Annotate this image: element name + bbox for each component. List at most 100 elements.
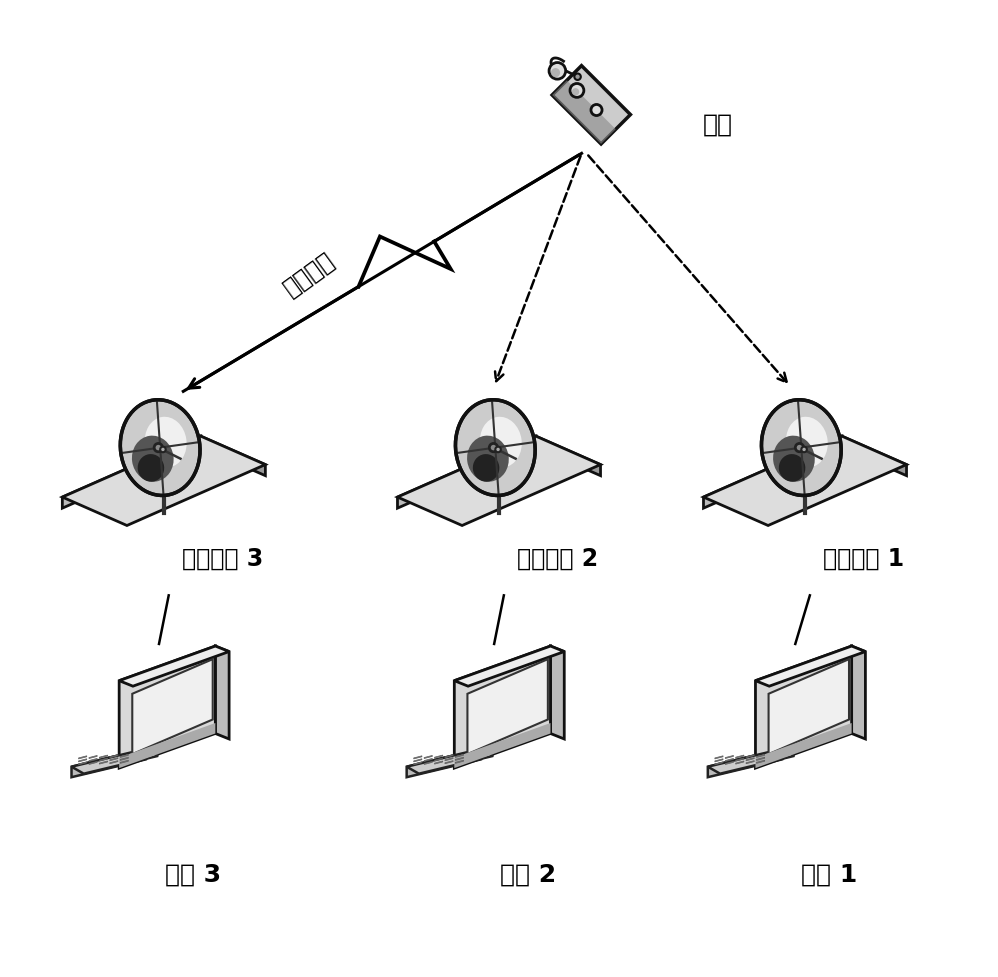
Polygon shape <box>119 723 216 768</box>
Ellipse shape <box>455 400 535 495</box>
Polygon shape <box>454 646 551 768</box>
Polygon shape <box>414 756 422 759</box>
Polygon shape <box>216 646 230 739</box>
Polygon shape <box>397 436 601 526</box>
Polygon shape <box>715 756 723 759</box>
Circle shape <box>570 83 584 98</box>
Text: 终端 2: 终端 2 <box>500 863 556 886</box>
Ellipse shape <box>138 454 165 482</box>
Polygon shape <box>726 761 734 764</box>
Polygon shape <box>445 757 453 761</box>
Ellipse shape <box>773 436 814 482</box>
Polygon shape <box>406 748 481 777</box>
Polygon shape <box>133 659 213 754</box>
Polygon shape <box>708 748 794 774</box>
Circle shape <box>575 73 581 80</box>
Circle shape <box>549 63 566 79</box>
Polygon shape <box>397 436 536 508</box>
Polygon shape <box>120 754 129 757</box>
Polygon shape <box>756 760 764 763</box>
Polygon shape <box>100 758 108 761</box>
Polygon shape <box>715 759 723 762</box>
Polygon shape <box>414 762 422 765</box>
Polygon shape <box>445 754 453 758</box>
Polygon shape <box>736 755 744 758</box>
Polygon shape <box>79 762 87 765</box>
Text: 卫星天线 3: 卫星天线 3 <box>182 547 262 571</box>
Polygon shape <box>726 755 734 758</box>
Polygon shape <box>62 436 201 508</box>
Polygon shape <box>704 436 842 508</box>
Polygon shape <box>445 761 453 764</box>
Circle shape <box>551 68 560 77</box>
Polygon shape <box>79 756 87 759</box>
Polygon shape <box>755 646 851 768</box>
Ellipse shape <box>480 417 522 467</box>
Polygon shape <box>747 757 754 761</box>
Ellipse shape <box>761 400 841 495</box>
Polygon shape <box>110 757 118 761</box>
Polygon shape <box>120 757 129 760</box>
Polygon shape <box>536 436 601 476</box>
Polygon shape <box>551 646 564 739</box>
Polygon shape <box>79 759 87 762</box>
Polygon shape <box>62 436 265 526</box>
Circle shape <box>795 444 803 451</box>
Polygon shape <box>756 757 764 760</box>
Polygon shape <box>100 755 108 758</box>
Polygon shape <box>736 761 744 764</box>
Polygon shape <box>406 748 493 774</box>
Polygon shape <box>434 755 443 758</box>
Circle shape <box>801 446 806 452</box>
Polygon shape <box>424 758 432 761</box>
Text: 卫星天线 2: 卫星天线 2 <box>517 547 598 571</box>
Circle shape <box>572 88 579 96</box>
Polygon shape <box>715 762 723 765</box>
Circle shape <box>489 444 498 451</box>
Polygon shape <box>434 758 443 761</box>
Polygon shape <box>455 757 463 760</box>
Polygon shape <box>120 760 129 763</box>
Text: 卫星: 卫星 <box>703 112 733 136</box>
Text: 卫星天线 1: 卫星天线 1 <box>822 547 904 571</box>
Polygon shape <box>72 748 146 777</box>
Polygon shape <box>89 755 97 758</box>
Circle shape <box>160 446 166 452</box>
Ellipse shape <box>778 454 805 482</box>
Polygon shape <box>424 761 432 764</box>
Polygon shape <box>552 65 631 144</box>
Polygon shape <box>467 659 548 754</box>
Polygon shape <box>89 761 97 764</box>
Text: 频谱感知: 频谱感知 <box>279 248 339 301</box>
Polygon shape <box>747 761 754 764</box>
Polygon shape <box>454 723 551 768</box>
Polygon shape <box>72 748 158 774</box>
Circle shape <box>154 444 163 451</box>
Polygon shape <box>756 754 764 757</box>
Polygon shape <box>747 754 754 758</box>
Text: 终端 1: 终端 1 <box>801 863 857 886</box>
Polygon shape <box>768 659 849 754</box>
Ellipse shape <box>121 400 200 495</box>
Ellipse shape <box>467 436 509 482</box>
Polygon shape <box>704 436 906 526</box>
Polygon shape <box>110 754 118 758</box>
Circle shape <box>495 446 501 452</box>
Ellipse shape <box>132 436 174 482</box>
Polygon shape <box>414 759 422 762</box>
Ellipse shape <box>145 417 187 467</box>
Polygon shape <box>736 758 744 761</box>
Polygon shape <box>201 436 265 476</box>
Polygon shape <box>708 748 782 777</box>
Polygon shape <box>100 761 108 764</box>
Ellipse shape <box>786 417 827 467</box>
Polygon shape <box>842 436 906 476</box>
Polygon shape <box>424 755 432 758</box>
Polygon shape <box>119 646 230 686</box>
Circle shape <box>591 105 602 115</box>
Polygon shape <box>755 646 865 686</box>
Polygon shape <box>110 761 118 764</box>
Polygon shape <box>434 761 443 764</box>
Text: 终端 3: 终端 3 <box>165 863 222 886</box>
Polygon shape <box>119 646 216 768</box>
